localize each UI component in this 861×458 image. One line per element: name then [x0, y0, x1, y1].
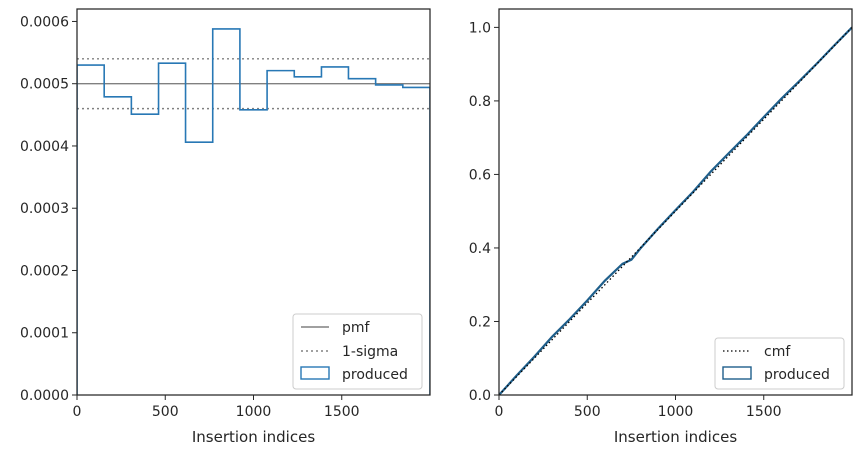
y-tick-label: 0.0 — [469, 388, 491, 404]
y-tick-label: 0.0004 — [20, 139, 69, 155]
legend-0: pmf 1-sigma produced — [292, 313, 423, 390]
legend-cmf-label: cmf — [764, 344, 791, 360]
legend-produced-swatch — [300, 366, 330, 380]
cmf-line — [499, 26, 852, 395]
y-tick-label: 0.0000 — [20, 388, 69, 404]
legend-box — [292, 313, 423, 390]
produced-line — [499, 26, 852, 395]
y-tick-label: 0.4 — [469, 241, 491, 257]
legend-produced-swatch — [722, 366, 752, 380]
panel-0-axes: 0 500 1000 1500 0.0000 0.0001 0.0002 0.0003 0.00… — [20, 14, 360, 446]
legend-1: cmf produced — [714, 337, 845, 390]
panel-1-plot — [499, 26, 852, 395]
y-tick-label: 0.0006 — [20, 14, 69, 30]
legend-produced-label: produced — [342, 367, 408, 383]
y-tick-label: 0.0002 — [20, 263, 69, 279]
x-tick-label: 1500 — [324, 404, 360, 420]
y-tick-label: 0.2 — [469, 314, 491, 330]
y-tick-label: 0.8 — [469, 94, 491, 110]
x-tick-label: 0 — [73, 404, 82, 420]
x-tick-label: 1000 — [236, 404, 272, 420]
produced-step — [77, 28, 430, 395]
panel-0-plot — [77, 28, 430, 395]
x-axis-label: Insertion indices — [192, 428, 315, 446]
legend-produced-label: produced — [764, 367, 830, 383]
x-axis-label: Insertion indices — [614, 428, 737, 446]
y-tick-label: 0.6 — [469, 167, 491, 183]
y-tick-label: 0.0003 — [20, 201, 69, 217]
y-tick-label: 0.0001 — [20, 326, 69, 342]
legend-sigma-label: 1-sigma — [342, 344, 398, 360]
y-tick-label: 0.0005 — [20, 77, 69, 93]
panel-1-axes: 0 500 1000 1500 0.0 0.2 0.4 0.6 0.8 1.0 Insertion … — [469, 20, 782, 446]
x-tick-label: 500 — [574, 404, 601, 420]
y-tick-label: 1.0 — [469, 20, 491, 36]
x-tick-label: 1000 — [658, 404, 694, 420]
legend-pmf-label: pmf — [342, 320, 371, 336]
x-tick-label: 1500 — [746, 404, 782, 420]
x-tick-label: 500 — [152, 404, 179, 420]
x-tick-label: 0 — [495, 404, 504, 420]
